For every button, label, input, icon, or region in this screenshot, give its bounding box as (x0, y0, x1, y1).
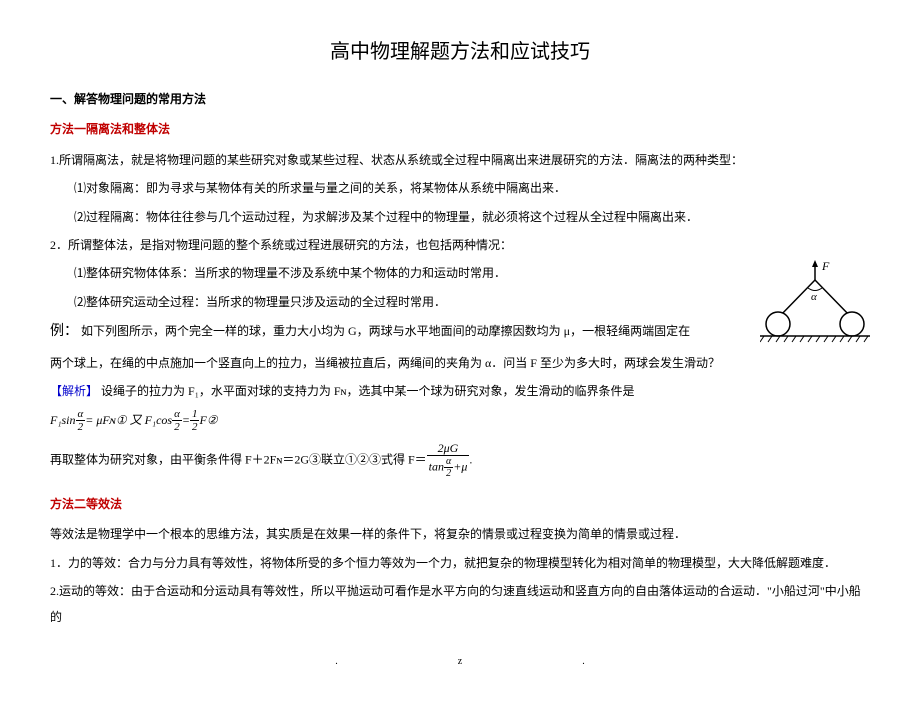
section-heading-1: 一、解答物理问题的常用方法 (50, 86, 870, 112)
result-prefix: 再取整体为研究对象，由平衡条件得 F＋2Fɴ＝2G③联立①②③式得 F＝ (50, 452, 427, 466)
example-line1: 例： 如下列图所示，两个完全一样的球，重力大小均为 G，两球与水平地面间的动摩擦… (50, 317, 870, 348)
m2-p1: 1．力的等效：合力与分力具有等效性，将物体所受的多个恒力等效为一个力，就把复杂的… (50, 550, 870, 576)
example-diagram: F α (760, 260, 870, 350)
m1-p2: 2．所谓整体法，是指对物理问题的整个系统或过程进展研究的方法，也包括两种情况： (50, 232, 870, 258)
formula-eq2-suffix: F② (199, 413, 217, 427)
formula-eq1-suffix: = μFɴ① 又 F₁cos (85, 413, 172, 427)
m1-p1a: ⑴对象隔离：即为寻求与某物体有关的所求量与量之间的关系，将某物体从系统中隔离出来… (50, 175, 870, 201)
m1-p1: 1.所谓隔离法，就是将物理问题的某些研究对象或某些过程、状态从系统或全过程中隔离… (50, 147, 870, 173)
diagram-alpha-label: α (811, 291, 817, 303)
frac-alpha-2: α2 (172, 408, 182, 433)
example-line2: 两个球上，在绳的中点施加一个竖直向上的拉力，当绳被拉直后，两绳间的夹角为 α．问… (50, 350, 870, 376)
result-line: 再取整体为研究对象，由平衡条件得 F＋2Fɴ＝2G③联立①②③式得 F＝2μGt… (50, 442, 870, 479)
formula-f1sin: F₁sin (50, 413, 76, 427)
m2-intro: 等效法是物理学中一个根本的思维方法，其实质是在效果一样的条件下，将复杂的情景或过… (50, 521, 870, 547)
analysis-text: 设绳子的拉力为 F₁，水平面对球的支持力为 Fɴ，选其中某一个球为研究对象，发生… (101, 384, 635, 398)
formula-line: F₁sinα2= μFɴ① 又 F₁cosα2=12F② (50, 407, 870, 434)
m1-p2a: ⑴整体研究物体体系：当所求的物理量不涉及系统中某个物体的力和运动时常用． (50, 260, 870, 286)
example-label: 例： (50, 324, 78, 339)
m1-p2b: ⑵整体研究运动全过程：当所求的物理量只涉及运动的全过程时常用． (50, 289, 870, 315)
footer-left: . (335, 656, 458, 667)
footer-right: z. (458, 656, 705, 667)
m1-p1b: ⑵过程隔离：物体往往参与几个运动过程，为求解涉及某个过程中的物理量，就必须将这个… (50, 204, 870, 230)
frac-alpha-1: α2 (76, 408, 86, 433)
analysis-label: 【解析】 (50, 384, 98, 398)
page-footer: .z. (50, 651, 870, 673)
method2-title: 方法二等效法 (50, 491, 870, 517)
frac-result: 2μGtanα2+μ (427, 442, 470, 479)
analysis-line: 【解析】 设绳子的拉力为 F₁，水平面对球的支持力为 Fɴ，选其中某一个球为研究… (50, 378, 870, 404)
diagram-F-label: F (821, 260, 830, 273)
formula-eq2-prefix: = (182, 413, 190, 427)
page-title: 高中物理解题方法和应试技巧 (50, 30, 870, 74)
m2-p2: 2.运动的等效：由于合运动和分运动具有等效性，所以平抛运动可看作是水平方向的匀速… (50, 578, 870, 631)
method1-title: 方法一隔离法和整体法 (50, 116, 870, 142)
example-text: 如下列图所示，两个完全一样的球，重力大小均为 G，两球与水平地面间的动摩擦因数均… (81, 324, 690, 338)
